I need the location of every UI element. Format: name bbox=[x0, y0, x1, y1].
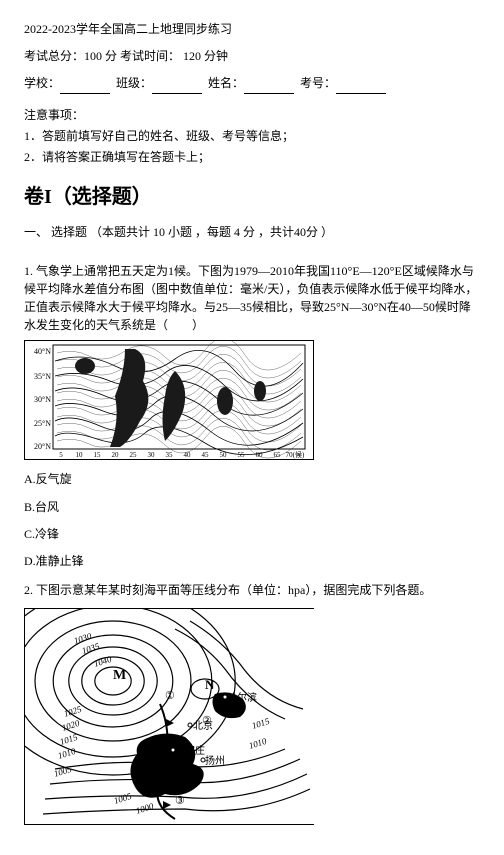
svg-text:石家庄: 石家庄 bbox=[175, 744, 205, 757]
svg-text:35°N: 35°N bbox=[34, 372, 51, 381]
q1-text: 1. 气象学上通常把五天定为1候。下图为1979—2010年我国110°E—12… bbox=[24, 262, 480, 334]
q1-option-a: A.反气旋 bbox=[24, 470, 480, 489]
q1-option-b: B.台风 bbox=[24, 498, 480, 517]
class-label: 班级： bbox=[116, 76, 152, 90]
svg-text:5: 5 bbox=[59, 451, 63, 459]
svg-text:①: ① bbox=[165, 690, 175, 702]
svg-text:45: 45 bbox=[202, 451, 210, 459]
doc-title: 2022-2023学年全国高二上地理同步练习 bbox=[24, 20, 480, 39]
svg-text:30°N: 30°N bbox=[34, 395, 51, 404]
svg-text:扬州: 扬州 bbox=[205, 754, 225, 767]
subsection-title: 一、 选择题 （本题共计 10 小题 ，每题 4 分 ，共计40分 ） bbox=[24, 223, 480, 242]
exam-total-label: 考试总分： bbox=[24, 49, 84, 63]
q1-chart: 40°N35°N30°N25°N20°N51015202530354045505… bbox=[24, 340, 314, 460]
svg-text:25: 25 bbox=[130, 451, 138, 459]
form-line: 学校： 班级： 姓名： 考号： bbox=[24, 74, 480, 93]
school-blank bbox=[60, 80, 110, 94]
name-label: 姓名： bbox=[208, 76, 244, 90]
exam-time-value: 120 分钟 bbox=[180, 49, 228, 63]
notice-item-2: 2．请将答案正确填写在答题卡上； bbox=[24, 148, 480, 167]
exam-time-label: 考试时间： bbox=[120, 49, 180, 63]
id-blank bbox=[336, 80, 386, 94]
svg-text:N: N bbox=[205, 677, 215, 692]
svg-text:65: 65 bbox=[274, 451, 282, 459]
section-title: 卷I（选择题） bbox=[24, 181, 480, 213]
svg-text:20: 20 bbox=[112, 451, 120, 459]
exam-total-value: 100 分 bbox=[84, 49, 117, 63]
svg-text:③: ③ bbox=[175, 795, 185, 807]
svg-text:35: 35 bbox=[166, 451, 174, 459]
notice-title: 注意事项： bbox=[24, 106, 480, 125]
name-blank bbox=[244, 80, 294, 94]
exam-info: 考试总分：100 分 考试时间： 120 分钟 bbox=[24, 47, 480, 66]
svg-text:15: 15 bbox=[94, 451, 102, 459]
q2-chart: 1030103510401025102010151010100510151010… bbox=[24, 608, 314, 825]
svg-text:10: 10 bbox=[76, 451, 84, 459]
q1-option-d: D.准静止锋 bbox=[24, 552, 480, 571]
svg-text:甲: 甲 bbox=[145, 746, 155, 757]
class-blank bbox=[152, 80, 202, 94]
svg-text:30: 30 bbox=[148, 451, 156, 459]
id-label: 考号： bbox=[300, 76, 336, 90]
svg-text:哈尔滨: 哈尔滨 bbox=[227, 691, 257, 704]
q1-option-c: C.冷锋 bbox=[24, 525, 480, 544]
notice-item-1: 1．答题前填写好自己的姓名、班级、考号等信息； bbox=[24, 127, 480, 146]
svg-text:40°N: 40°N bbox=[34, 347, 51, 356]
svg-text:70(候): 70(候) bbox=[286, 450, 305, 459]
svg-text:北京: 北京 bbox=[193, 719, 213, 732]
school-label: 学校： bbox=[24, 76, 60, 90]
svg-text:20°N: 20°N bbox=[34, 442, 51, 451]
q2-text: 2. 下图示意某年某时刻海平面等压线分布（单位：hpa），据图完成下列各题。 bbox=[24, 581, 480, 600]
svg-text:M: M bbox=[113, 668, 126, 683]
svg-text:25°N: 25°N bbox=[34, 419, 51, 428]
